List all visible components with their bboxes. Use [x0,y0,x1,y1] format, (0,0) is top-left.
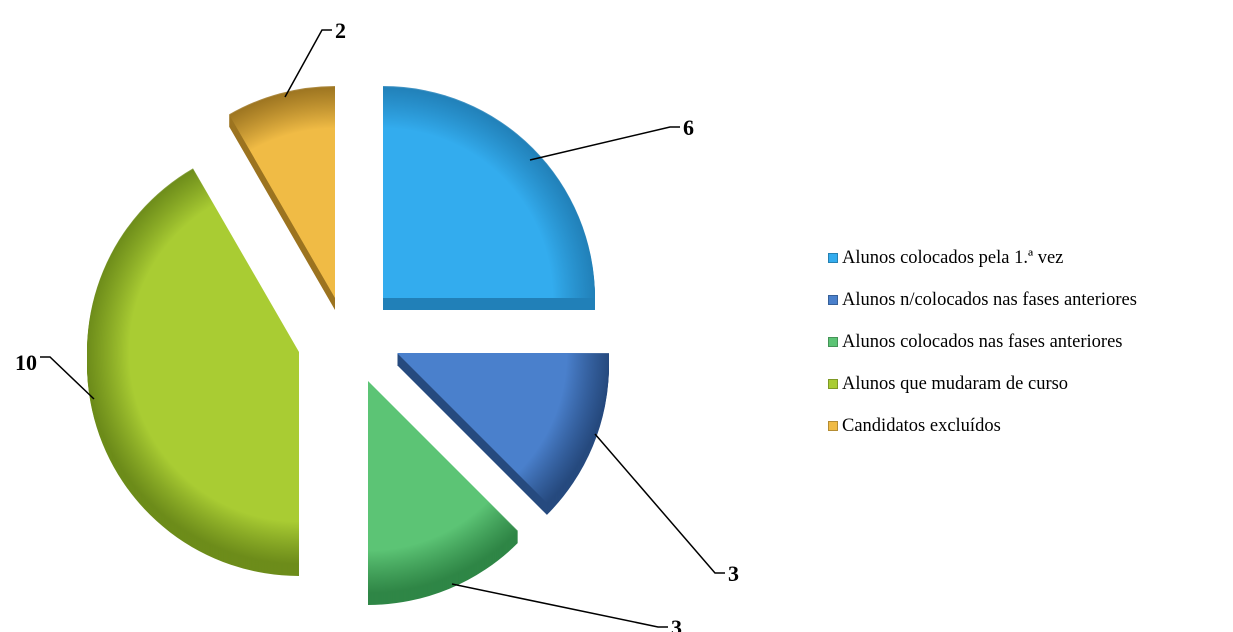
pie-slice-group [397,353,609,515]
legend-item: Alunos que mudaram de curso [828,374,1137,394]
pie-slice [368,381,518,593]
legend-label: Alunos n/colocados nas fases anteriores [842,289,1137,310]
pie-slice [229,86,335,298]
legend-swatch [828,295,838,305]
legend-item: Alunos colocados pela 1.ª vez [828,248,1137,268]
legend-swatch [828,253,838,263]
pie-slice-group [87,168,299,576]
leader-line [284,29,332,98]
legend-swatch [828,421,838,431]
leader-line [529,126,680,161]
legend-swatch [828,379,838,389]
pie-slice-group [229,86,335,310]
leader-line [451,583,668,628]
pie-slice-group [368,381,518,605]
pie-slice [87,168,299,564]
legend-item: Alunos n/colocados nas fases anteriores [828,290,1137,310]
pie-slice [397,353,609,503]
pie-slice [383,86,595,298]
legend-swatch [828,337,838,347]
pie-slice-group [383,86,595,310]
data-label: 3 [671,615,682,632]
data-label: 2 [335,18,346,43]
data-label: 6 [683,115,694,140]
leader-line [594,433,725,574]
leader-line [40,356,95,400]
data-label: 10 [15,350,37,375]
data-label: 3 [728,561,739,586]
legend-label: Alunos que mudaram de curso [842,373,1069,394]
chart-legend: Alunos colocados pela 1.ª vez Alunos n/co… [828,248,1137,458]
legend-item: Alunos colocados nas fases anteriores [828,332,1137,352]
legend-label: Alunos colocados pela 1.ª vez [842,247,1064,268]
legend-item: Candidatos excluídos [828,416,1137,436]
legend-label: Candidatos excluídos [842,415,1001,436]
legend-label: Alunos colocados nas fases anteriores [842,331,1123,352]
